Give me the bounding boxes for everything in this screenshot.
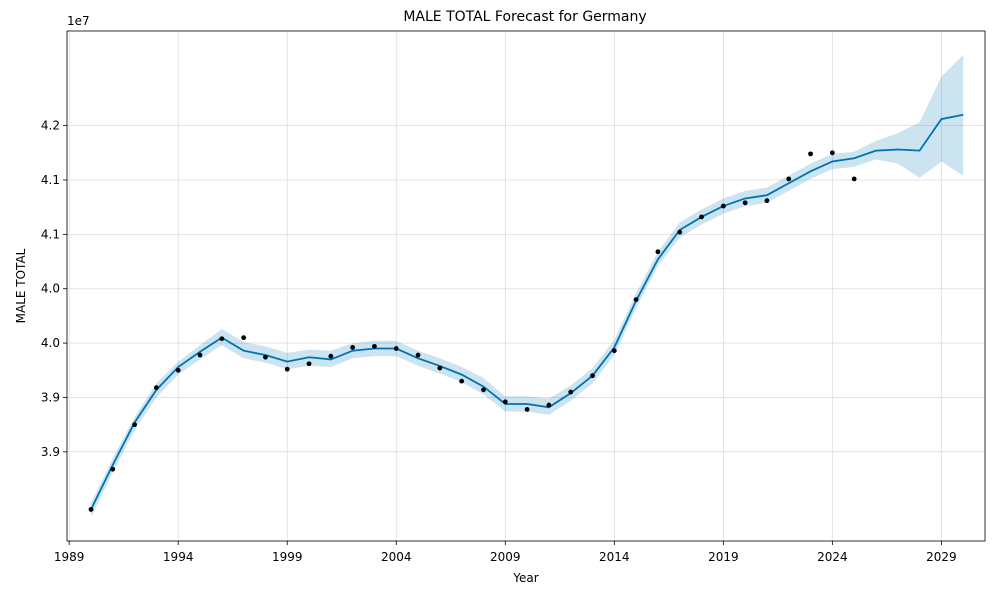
actual-point bbox=[808, 151, 813, 157]
x-tick-label: 1999 bbox=[272, 550, 303, 564]
actual-point bbox=[568, 389, 574, 395]
actual-point bbox=[110, 466, 116, 472]
actual-point bbox=[546, 402, 552, 408]
actual-point bbox=[633, 297, 639, 302]
actual-point bbox=[241, 335, 247, 341]
actual-point bbox=[720, 203, 726, 209]
actual-point bbox=[350, 345, 356, 350]
actual-point bbox=[851, 176, 857, 182]
x-tick-label: 1989 bbox=[54, 550, 85, 564]
actual-point bbox=[764, 198, 770, 204]
actual-point bbox=[284, 366, 290, 372]
x-tick-label: 2019 bbox=[708, 550, 739, 564]
actual-point bbox=[197, 352, 203, 358]
grid bbox=[67, 31, 985, 541]
actual-point bbox=[132, 422, 138, 428]
actual-point bbox=[829, 150, 835, 156]
actual-point bbox=[502, 399, 508, 405]
x-axis: 1989 1994 1999 2004 2009 2014 2019 2024 2029 bbox=[54, 541, 957, 564]
y-offset-text: 1e7 bbox=[67, 14, 90, 28]
actual-point bbox=[328, 353, 334, 359]
chart-title: MALE TOTAL Forecast for Germany bbox=[403, 9, 646, 25]
y-tick-label: 4.0 bbox=[41, 282, 60, 296]
actual-point bbox=[219, 336, 225, 342]
forecast-line-layer bbox=[90, 113, 964, 510]
y-tick-label: 4.1 bbox=[41, 227, 60, 241]
actual-points-layer bbox=[88, 150, 857, 512]
actual-point bbox=[611, 348, 617, 354]
x-axis-label: Year bbox=[512, 571, 538, 585]
actual-point bbox=[175, 367, 181, 373]
y-tick-label: 3.9 bbox=[41, 390, 60, 404]
y-axis: 3.9 3.9 4.0 4.0 4.1 4.1 4.2 bbox=[41, 119, 67, 459]
y-axis-label: MALE TOTAL bbox=[14, 248, 28, 323]
y-tick-label: 3.9 bbox=[41, 445, 60, 459]
actual-point bbox=[88, 507, 94, 512]
y-tick-label: 4.0 bbox=[41, 336, 60, 350]
actual-point bbox=[677, 229, 683, 235]
actual-point bbox=[393, 346, 399, 351]
actual-point bbox=[415, 352, 421, 358]
actual-point bbox=[481, 387, 486, 393]
actual-point bbox=[154, 385, 159, 391]
actual-point bbox=[306, 361, 312, 367]
forecast-line bbox=[90, 113, 964, 510]
actual-point bbox=[786, 176, 792, 182]
x-tick-label: 2009 bbox=[490, 550, 521, 564]
plot-frame bbox=[66, 30, 986, 542]
actual-point bbox=[524, 407, 530, 412]
x-tick-label: 2004 bbox=[381, 550, 412, 564]
actual-point bbox=[699, 214, 704, 220]
x-tick-label: 2014 bbox=[599, 550, 630, 564]
actual-point bbox=[742, 200, 748, 206]
actual-point bbox=[590, 373, 595, 379]
actual-point bbox=[263, 354, 268, 360]
actual-point bbox=[372, 343, 377, 349]
x-tick-label: 1994 bbox=[163, 550, 194, 564]
x-tick-label: 2024 bbox=[817, 550, 848, 564]
y-tick-label: 4.2 bbox=[41, 119, 60, 133]
y-tick-label: 4.1 bbox=[41, 173, 60, 187]
x-tick-label: 2029 bbox=[926, 550, 957, 564]
actual-point bbox=[459, 378, 465, 384]
actual-point bbox=[655, 249, 661, 255]
actual-point bbox=[437, 365, 443, 371]
